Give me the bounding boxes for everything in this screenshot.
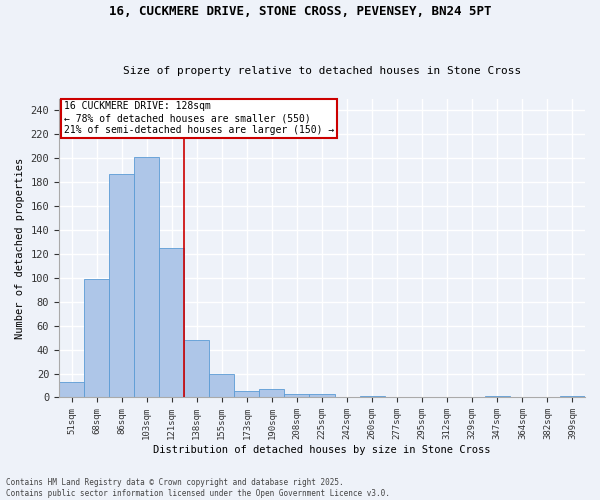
X-axis label: Distribution of detached houses by size in Stone Cross: Distribution of detached houses by size … <box>153 445 491 455</box>
Y-axis label: Number of detached properties: Number of detached properties <box>15 158 25 338</box>
Text: 16 CUCKMERE DRIVE: 128sqm
← 78% of detached houses are smaller (550)
21% of semi: 16 CUCKMERE DRIVE: 128sqm ← 78% of detac… <box>64 102 335 134</box>
Bar <box>134 157 159 398</box>
Bar <box>284 394 310 398</box>
Bar <box>109 174 134 398</box>
Bar <box>59 382 84 398</box>
Bar <box>485 396 510 398</box>
Bar <box>159 248 184 398</box>
Bar <box>310 394 335 398</box>
Text: 16, CUCKMERE DRIVE, STONE CROSS, PEVENSEY, BN24 5PT: 16, CUCKMERE DRIVE, STONE CROSS, PEVENSE… <box>109 5 491 18</box>
Bar <box>259 389 284 398</box>
Bar <box>84 279 109 398</box>
Bar <box>359 396 385 398</box>
Bar <box>209 374 235 398</box>
Bar <box>560 396 585 398</box>
Bar <box>235 392 259 398</box>
Bar <box>184 340 209 398</box>
Title: Size of property relative to detached houses in Stone Cross: Size of property relative to detached ho… <box>123 66 521 76</box>
Text: Contains HM Land Registry data © Crown copyright and database right 2025.
Contai: Contains HM Land Registry data © Crown c… <box>6 478 390 498</box>
